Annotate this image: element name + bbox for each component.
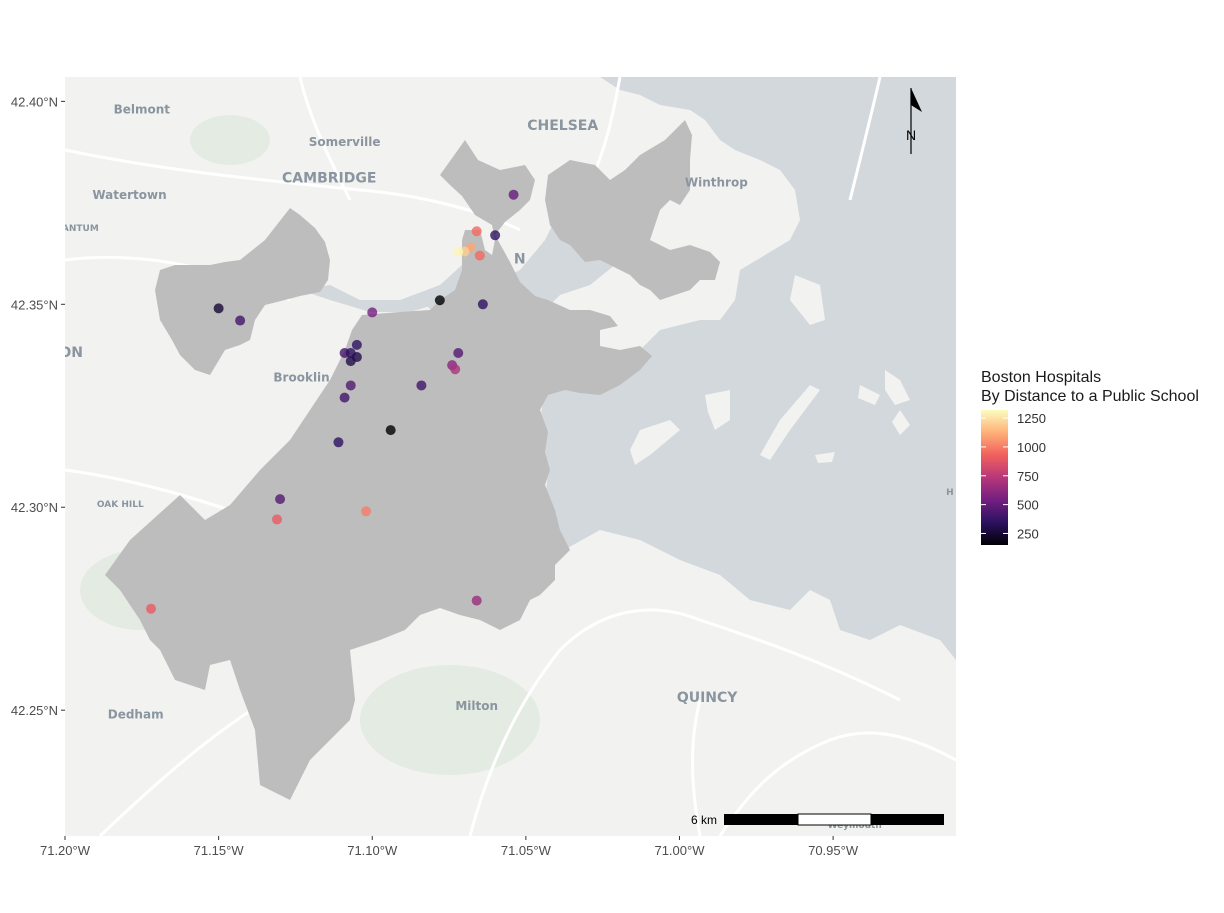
hospital-point	[474, 250, 485, 261]
hospital-point	[367, 307, 378, 318]
basemap-label: Belmont	[114, 103, 171, 117]
y-tick-label: 42.40°N	[11, 94, 58, 109]
hospital-point	[385, 425, 396, 436]
hospital-point	[345, 356, 356, 367]
x-axis: 71.20°W 71.15°W 71.10°W 71.05°W 71.00°W 70.95…	[40, 836, 859, 858]
x-tick-label: 71.20°W	[40, 843, 91, 858]
hospital-point	[345, 380, 356, 391]
basemap-label: Winthrop	[685, 176, 748, 190]
hospital-point	[471, 226, 482, 237]
hospital-point	[434, 295, 445, 306]
scale-bar-segment-3	[871, 814, 944, 825]
hospital-point	[416, 380, 427, 391]
scale-bar-segment-1	[724, 814, 798, 825]
basemap-islands	[630, 275, 910, 465]
legend-tick-label: 1000	[1017, 440, 1046, 455]
hospital-point	[453, 246, 464, 257]
basemap-label: ANTUM	[62, 224, 99, 234]
hospital-point	[450, 364, 461, 375]
y-axis: 42.40°N 42.35°N 42.30°N 42.25°N	[11, 94, 65, 718]
y-tick-label: 42.35°N	[11, 297, 58, 312]
basemap-label: Weymouth	[827, 821, 881, 831]
north-arrow-icon	[911, 88, 922, 112]
y-tick-label: 42.30°N	[11, 500, 58, 515]
hospital-point	[235, 315, 246, 326]
x-tick-label: 71.00°W	[654, 843, 705, 858]
basemap-label: N	[514, 252, 526, 268]
scale-bar-segment-2	[797, 813, 872, 826]
basemap-charles-river	[300, 245, 478, 312]
x-tick-label: 71.15°W	[194, 843, 245, 858]
hospital-point	[351, 339, 362, 350]
hospital-point	[339, 392, 350, 403]
hospital-point	[146, 603, 157, 614]
hospital-point	[213, 303, 224, 314]
hospital-point	[453, 348, 464, 358]
basemap-label: H	[946, 488, 954, 498]
north-arrow-label: N	[906, 127, 916, 143]
legend-tick-label: 750	[1017, 469, 1039, 484]
legend-title-line2: By Distance to a Public School	[981, 388, 1199, 405]
basemap-label: QUINCY	[677, 690, 738, 706]
x-tick-label: 70.95°W	[808, 843, 859, 858]
hospital-point	[477, 299, 488, 310]
scale-bar: 6 km	[691, 813, 944, 827]
east-boston-boundary	[545, 120, 720, 300]
boston-city-boundary	[105, 140, 652, 800]
legend-colorbar	[981, 410, 1008, 545]
y-tick-label: 42.25°N	[11, 703, 58, 718]
map-panel: Belmont Somerville CHELSEA CAMBRIDGE Waterto…	[59, 77, 956, 836]
x-tick-label: 71.05°W	[501, 843, 552, 858]
north-arrow: N	[906, 88, 922, 154]
basemap-place-labels: Belmont Somerville CHELSEA CAMBRIDGE Waterto…	[59, 103, 954, 831]
allston-brighton-boundary	[155, 208, 330, 375]
x-tick-label: 71.10°W	[347, 843, 398, 858]
basemap-label: ON	[59, 345, 83, 361]
basemap-label: Watertown	[92, 188, 166, 202]
basemap-south-shore	[555, 530, 956, 836]
hospital-point	[275, 494, 286, 505]
hospital-point	[333, 437, 344, 448]
hospital-points-layer	[146, 189, 519, 614]
legend-tick-label: 500	[1017, 498, 1039, 513]
basemap-label: OAK HILL	[97, 500, 144, 510]
hospital-point	[471, 595, 482, 606]
hospital-point	[508, 189, 519, 200]
legend-ticks: 1250 1000 750 500 250	[981, 411, 1046, 541]
basemap-label: Brooklin	[273, 370, 329, 384]
basemap-label: Milton	[455, 699, 498, 713]
legend-tick-label: 1250	[1017, 411, 1046, 426]
hospital-point	[361, 506, 372, 517]
basemap-label: CAMBRIDGE	[282, 171, 376, 187]
hospital-point	[271, 514, 282, 525]
legend-title-line1: Boston Hospitals	[981, 369, 1101, 386]
basemap-label: Dedham	[108, 707, 164, 721]
scale-bar-label: 6 km	[691, 813, 717, 827]
colorbar-legend: Boston Hospitals By Distance to a Public…	[981, 369, 1199, 545]
basemap-label: CHELSEA	[527, 118, 598, 134]
basemap-label: Somerville	[309, 135, 381, 149]
hospital-point	[490, 230, 501, 241]
legend-tick-label: 250	[1017, 526, 1039, 541]
